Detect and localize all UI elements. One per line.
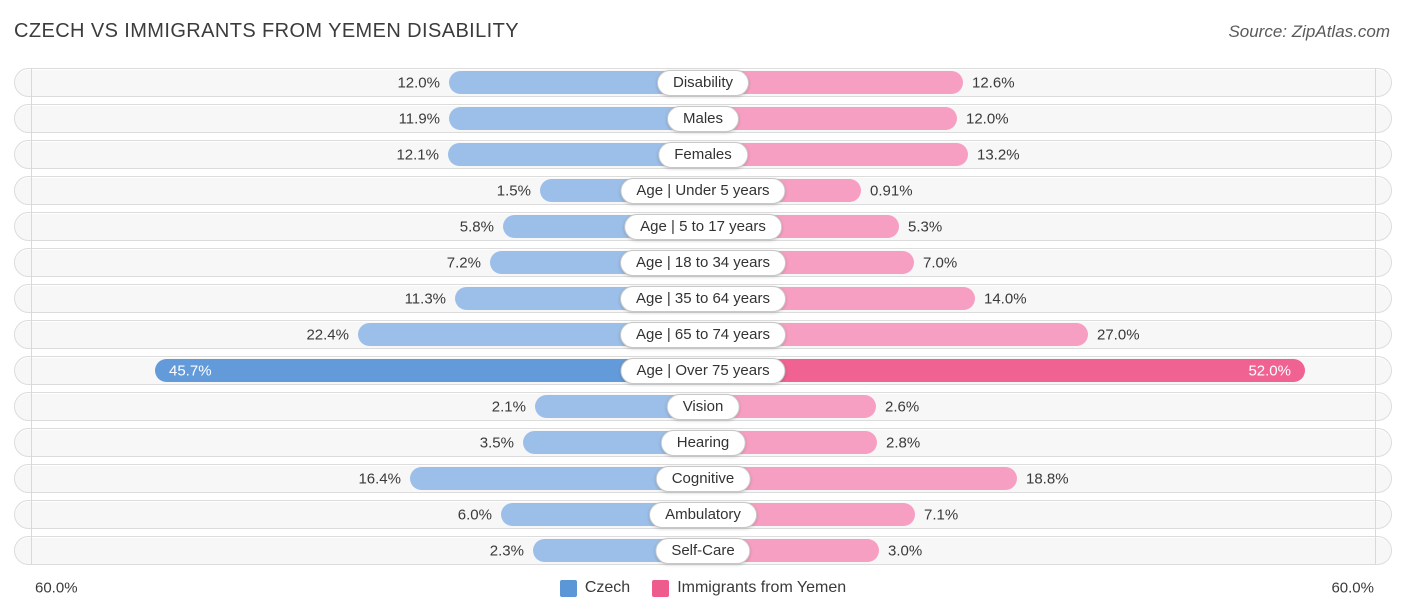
chart-row: 16.4% 18.8% Cognitive (14, 464, 1392, 493)
yemen-bar (703, 323, 1088, 346)
chart-row: 12.1% 13.2% Females (14, 140, 1392, 169)
czech-bar (449, 71, 703, 94)
category-label: Age | Under 5 years (620, 177, 786, 204)
category-label: Disability (656, 69, 750, 96)
czech-value-label: 6.0% (457, 506, 492, 523)
czech-value-label: 1.5% (496, 182, 531, 199)
czech-bar (449, 107, 703, 130)
czech-value-label: 7.2% (446, 254, 481, 271)
chart-row: 2.3% 3.0% Self-Care (14, 536, 1392, 565)
chart-row: 11.3% 14.0% Age | 35 to 64 years (14, 284, 1392, 313)
czech-bar (358, 323, 703, 346)
yemen-value-label: 3.0% (888, 542, 923, 559)
category-label: Age | Over 75 years (620, 357, 786, 384)
czech-value-label: 16.4% (358, 470, 401, 487)
chart-row: 7.2% 7.0% Age | 18 to 34 years (14, 248, 1392, 277)
yemen-value-label: 14.0% (984, 290, 1027, 307)
czech-value-label: 45.7% (169, 362, 212, 379)
yemen-value-label: 12.6% (972, 74, 1015, 91)
legend-label: Immigrants from Yemen (677, 579, 847, 596)
yemen-bar (703, 359, 1305, 382)
czech-value-label: 2.1% (491, 398, 526, 415)
legend-swatch (559, 579, 577, 597)
diverging-bar-chart: 12.0% 12.6% Disability 11.9% 12.0% Males 12.1%… (0, 68, 1406, 565)
category-label: Age | 5 to 17 years (624, 213, 782, 240)
chart-row: 12.0% 12.6% Disability (14, 68, 1392, 97)
czech-value-label: 12.0% (397, 74, 440, 91)
chart-row: 22.4% 27.0% Age | 65 to 74 years (14, 320, 1392, 349)
category-label: Females (658, 141, 748, 168)
yemen-value-label: 0.91% (870, 182, 913, 199)
czech-bar (410, 467, 703, 490)
yemen-bar (703, 467, 1017, 490)
category-label: Ambulatory (649, 501, 757, 528)
czech-value-label: 5.8% (459, 218, 494, 235)
axis-gridline-left (31, 68, 32, 565)
x-axis-max-label-right: 60.0% (1331, 579, 1374, 597)
yemen-value-label: 52.0% (1248, 362, 1291, 379)
yemen-value-label: 7.0% (923, 254, 958, 271)
category-label: Males (666, 105, 740, 132)
czech-value-label: 12.1% (396, 146, 439, 163)
chart-footer: 60.0% Czech Immigrants from Yemen 60.0% (0, 573, 1406, 603)
chart-header: CZECH VS IMMIGRANTS FROM YEMEN DISABILIT… (0, 0, 1406, 43)
yemen-value-label: 27.0% (1097, 326, 1140, 343)
category-label: Hearing (660, 429, 746, 456)
chart-row: 1.5% 0.91% Age | Under 5 years (14, 176, 1392, 205)
yemen-value-label: 12.0% (966, 110, 1009, 127)
czech-bar (155, 359, 703, 382)
chart-row: 5.8% 5.3% Age | 5 to 17 years (14, 212, 1392, 241)
category-label: Age | 18 to 34 years (620, 249, 786, 276)
yemen-bar (703, 107, 957, 130)
czech-bar (448, 143, 703, 166)
yemen-value-label: 2.8% (886, 434, 921, 451)
czech-bar (523, 431, 703, 454)
page-title: CZECH VS IMMIGRANTS FROM YEMEN DISABILIT… (14, 20, 519, 42)
yemen-value-label: 13.2% (977, 146, 1020, 163)
category-label: Vision (666, 393, 740, 420)
yemen-bar (703, 395, 876, 418)
yemen-bar (703, 143, 968, 166)
category-label: Self-Care (655, 537, 751, 564)
chart-row: 45.7% 52.0% Age | Over 75 years (14, 356, 1392, 385)
legend-item: Immigrants from Yemen (652, 579, 846, 597)
chart-row: 2.1% 2.6% Vision (14, 392, 1392, 421)
czech-bar (535, 395, 703, 418)
legend-swatch (652, 579, 670, 597)
czech-value-label: 22.4% (306, 326, 349, 343)
yemen-value-label: 2.6% (885, 398, 920, 415)
czech-value-label: 11.3% (404, 290, 446, 307)
yemen-bar (703, 431, 877, 454)
legend-item: Czech (559, 579, 631, 597)
czech-value-label: 3.5% (479, 434, 514, 451)
chart-rows: 12.0% 12.6% Disability 11.9% 12.0% Males 12.1%… (14, 68, 1392, 565)
legend-label: Czech (584, 579, 631, 596)
chart-row: 3.5% 2.8% Hearing (14, 428, 1392, 457)
czech-value-label: 2.3% (489, 542, 524, 559)
yemen-value-label: 5.3% (908, 218, 943, 235)
category-label: Age | 65 to 74 years (620, 321, 786, 348)
x-axis-max-label-left: 60.0% (35, 579, 78, 597)
yemen-value-label: 18.8% (1026, 470, 1069, 487)
yemen-value-label: 7.1% (924, 506, 959, 523)
legend: Czech Immigrants from Yemen (0, 573, 1406, 603)
czech-value-label: 11.9% (398, 110, 440, 127)
yemen-bar (703, 71, 963, 94)
source-credit: Source: ZipAtlas.com (1228, 22, 1390, 41)
chart-row: 11.9% 12.0% Males (14, 104, 1392, 133)
category-label: Age | 35 to 64 years (620, 285, 786, 312)
axis-gridline-right (1375, 68, 1376, 565)
chart-row: 6.0% 7.1% Ambulatory (14, 500, 1392, 529)
category-label: Cognitive (655, 465, 751, 492)
